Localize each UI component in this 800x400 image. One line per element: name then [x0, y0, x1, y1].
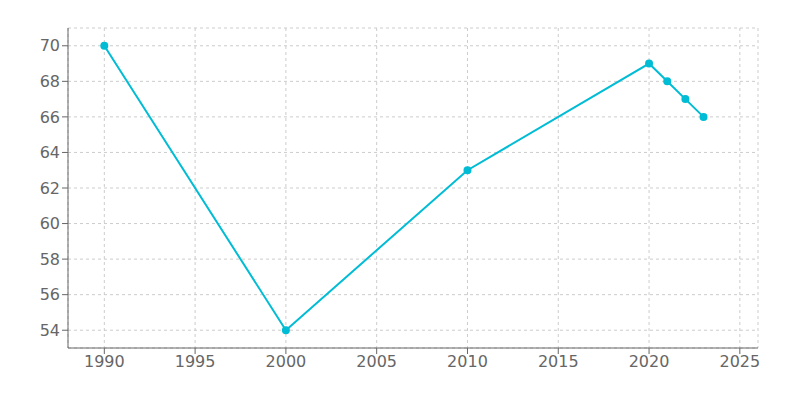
svg-text:2020: 2020 [629, 352, 670, 371]
svg-text:1995: 1995 [175, 352, 216, 371]
svg-text:56: 56 [40, 285, 60, 304]
svg-text:2025: 2025 [719, 352, 760, 371]
svg-text:2010: 2010 [447, 352, 488, 371]
svg-text:2015: 2015 [538, 352, 579, 371]
svg-text:64: 64 [40, 143, 60, 162]
svg-text:1990: 1990 [84, 352, 125, 371]
svg-text:58: 58 [40, 250, 60, 269]
svg-text:66: 66 [40, 108, 60, 127]
svg-text:2000: 2000 [266, 352, 307, 371]
svg-text:70: 70 [40, 36, 60, 55]
svg-text:2005: 2005 [356, 352, 397, 371]
svg-text:68: 68 [40, 72, 60, 91]
svg-text:54: 54 [40, 321, 60, 340]
svg-text:62: 62 [40, 179, 60, 198]
svg-text:60: 60 [40, 214, 60, 233]
